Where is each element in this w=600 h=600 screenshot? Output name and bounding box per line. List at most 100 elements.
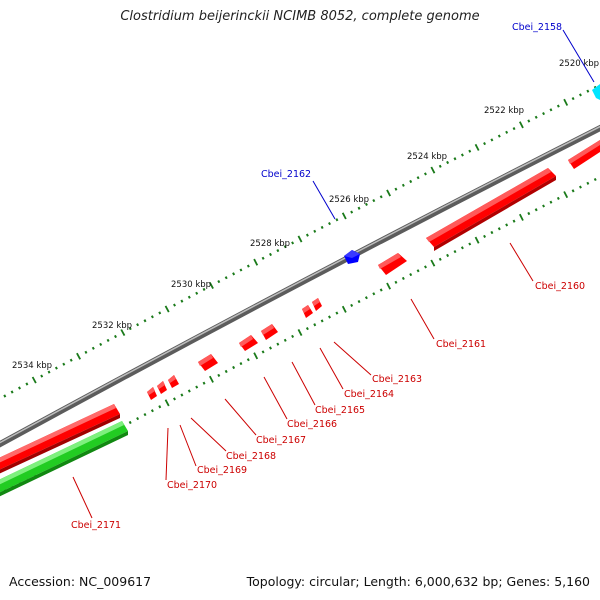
inner-major-tick bbox=[430, 259, 436, 267]
gene-label-cbei-2163[interactable]: Cbei_2163 bbox=[372, 374, 422, 385]
gene-label-cbei-2170[interactable]: Cbei_2170 bbox=[167, 480, 217, 491]
outer-minor-tick bbox=[579, 93, 582, 97]
gene-feature-cbei-2170[interactable] bbox=[147, 387, 157, 400]
gene-feature-cbei-2162[interactable] bbox=[344, 250, 360, 264]
ruler-labels: 2520 kbp 2522 kbp 2524 kbp 2526 kbp 2528… bbox=[12, 59, 599, 371]
outer-minor-tick bbox=[180, 299, 184, 303]
outer-minor-tick bbox=[99, 342, 103, 346]
gene-feature-cbei-2165[interactable] bbox=[261, 324, 278, 340]
outer-minor-tick bbox=[10, 390, 14, 394]
outer-minor-tick bbox=[40, 374, 44, 378]
outer-minor-tick bbox=[416, 176, 420, 180]
outer-minor-tick bbox=[438, 164, 442, 168]
outer-minor-tick bbox=[128, 327, 132, 331]
gene-label-cbei-2162[interactable]: Cbei_2162 bbox=[261, 169, 311, 180]
inner-major-tick bbox=[253, 352, 259, 360]
gene-label-cbei-2169[interactable]: Cbei_2169 bbox=[197, 465, 247, 476]
outer-tick-ring bbox=[3, 85, 597, 398]
inner-minor-tick bbox=[549, 200, 553, 204]
outer-minor-tick bbox=[114, 334, 117, 339]
inner-minor-tick bbox=[187, 389, 191, 393]
map-title: Clostridium beijerinckii NCIMB 8052, com… bbox=[120, 9, 480, 24]
inner-major-tick bbox=[297, 328, 303, 337]
gene-feature-cbei-2163[interactable] bbox=[312, 298, 322, 311]
inner-minor-tick bbox=[224, 369, 228, 374]
ruler-label-2534: 2534 kbp bbox=[12, 361, 52, 371]
gene-feature-cbei-2168[interactable] bbox=[168, 375, 179, 388]
gene-feature-cbei-2171[interactable] bbox=[0, 404, 120, 478]
gene-label-cbei-2167[interactable]: Cbei_2167 bbox=[256, 435, 306, 446]
gene-label-cbei-2164[interactable]: Cbei_2164 bbox=[344, 389, 394, 400]
inner-minor-tick bbox=[586, 181, 590, 185]
gene-feature-upper-right[interactable] bbox=[568, 140, 600, 169]
outer-minor-tick bbox=[453, 157, 457, 161]
gene-feature-cbei-2167[interactable] bbox=[198, 354, 218, 371]
inner-minor-tick bbox=[128, 420, 132, 425]
inner-minor-tick bbox=[401, 276, 405, 281]
outer-minor-tick bbox=[409, 179, 413, 184]
gene-feature-cbei-2164[interactable] bbox=[302, 305, 313, 318]
outer-minor-tick bbox=[424, 172, 427, 176]
outer-minor-tick bbox=[202, 287, 206, 291]
outer-minor-tick bbox=[394, 187, 398, 191]
inner-minor-tick bbox=[320, 319, 324, 323]
outer-minor-tick bbox=[372, 199, 376, 203]
inner-major-tick bbox=[209, 375, 214, 383]
gene-label-cbei-2168[interactable]: Cbei_2168 bbox=[226, 451, 276, 462]
inner-minor-tick bbox=[261, 350, 265, 354]
inner-minor-tick bbox=[283, 338, 287, 342]
inner-minor-tick bbox=[571, 189, 575, 193]
inner-minor-tick bbox=[438, 257, 442, 261]
gene-label-cbei-2166[interactable]: Cbei_2166 bbox=[287, 419, 337, 430]
outer-minor-tick bbox=[91, 346, 95, 350]
outer-major-tick bbox=[253, 258, 259, 266]
outer-minor-tick bbox=[320, 225, 324, 230]
outer-major-tick bbox=[76, 352, 81, 360]
inner-major-tick bbox=[474, 236, 480, 244]
gene-feature-cbei-2158[interactable] bbox=[592, 84, 600, 100]
gene-feature-cbei-2160[interactable] bbox=[426, 168, 556, 251]
gene-feature-cbei-2166[interactable] bbox=[239, 335, 258, 351]
inner-minor-tick bbox=[158, 405, 162, 409]
gene-feature-cbei-2161[interactable] bbox=[378, 253, 407, 275]
accession-text: Accession: NC_009617 bbox=[9, 574, 152, 589]
inner-minor-tick bbox=[143, 413, 147, 417]
outer-minor-tick bbox=[483, 142, 486, 146]
rna-feature-green[interactable] bbox=[0, 421, 128, 501]
inner-minor-tick bbox=[505, 223, 509, 227]
outer-minor-tick bbox=[261, 256, 265, 260]
gene-label-cbei-2171[interactable]: Cbei_2171 bbox=[71, 520, 121, 531]
inner-minor-tick bbox=[291, 334, 295, 338]
ruler-label-2530: 2530 kbp bbox=[171, 280, 211, 290]
outer-minor-tick bbox=[195, 291, 199, 295]
inner-minor-tick bbox=[512, 219, 516, 223]
outer-minor-tick bbox=[534, 115, 538, 119]
outer-major-tick bbox=[209, 281, 214, 290]
outer-minor-tick bbox=[150, 315, 154, 319]
inner-minor-tick bbox=[232, 365, 236, 370]
gene-label-cbei-2165[interactable]: Cbei_2165 bbox=[315, 405, 365, 416]
gene-label-cbei-2158[interactable]: Cbei_2158 bbox=[512, 22, 562, 33]
outer-minor-tick bbox=[246, 264, 250, 268]
inner-minor-tick bbox=[180, 393, 184, 397]
inner-minor-tick bbox=[468, 242, 472, 246]
outer-minor-tick bbox=[305, 233, 309, 237]
outer-minor-tick bbox=[335, 218, 339, 222]
ruler-label-2524: 2524 kbp bbox=[407, 152, 447, 162]
outer-minor-tick bbox=[18, 386, 21, 390]
outer-minor-tick bbox=[136, 323, 140, 327]
outer-minor-tick bbox=[143, 319, 147, 323]
outer-minor-tick bbox=[571, 97, 575, 101]
outer-minor-tick bbox=[527, 119, 531, 123]
ruler-label-2532: 2532 kbp bbox=[92, 321, 132, 331]
gene-feature-cbei-2169[interactable] bbox=[157, 381, 167, 394]
gene-label-cbei-2161[interactable]: Cbei_2161 bbox=[436, 339, 486, 350]
outer-minor-tick bbox=[460, 153, 464, 157]
outer-major-tick bbox=[474, 143, 480, 151]
outer-minor-tick bbox=[54, 366, 58, 370]
outer-minor-tick bbox=[158, 311, 162, 315]
gene-label-cbei-2160[interactable]: Cbei_2160 bbox=[535, 281, 585, 292]
inner-minor-tick bbox=[364, 296, 368, 300]
inner-minor-tick bbox=[453, 250, 457, 254]
inner-major-tick bbox=[563, 191, 569, 199]
